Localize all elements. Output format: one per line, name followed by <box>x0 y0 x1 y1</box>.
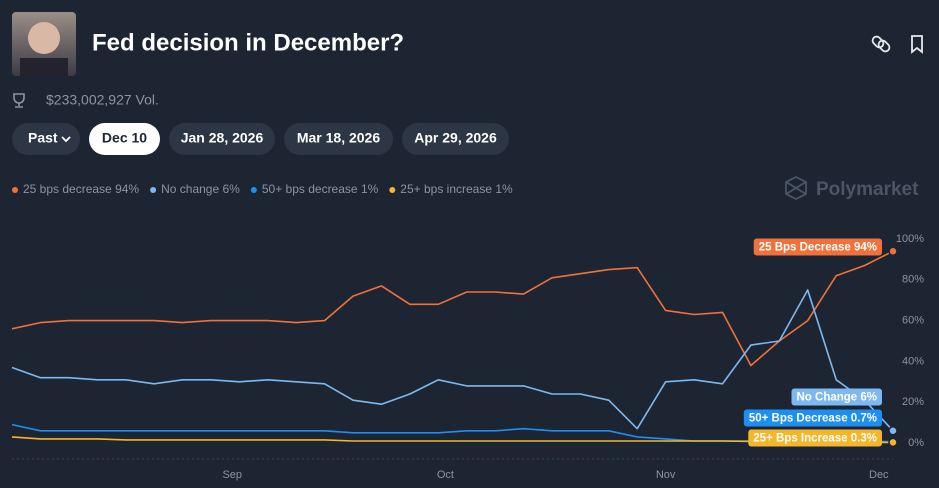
x-tick-label: Oct <box>437 469 454 481</box>
tab-label: Mar 18, 2026 <box>297 130 380 146</box>
tab-label: Dec 10 <box>102 130 147 146</box>
end-label-bg <box>791 388 882 406</box>
bookmark-icon[interactable] <box>911 35 923 54</box>
end-label-text: 25 Bps Decrease 94% <box>759 242 877 254</box>
tab[interactable] <box>12 123 80 155</box>
trophy-icon <box>13 93 25 108</box>
legend-label: No change 6% <box>161 182 240 196</box>
y-tick-label: 100% <box>896 233 924 245</box>
end-dot <box>888 426 898 436</box>
y-tick-label: 20% <box>902 396 924 408</box>
end-label-bg <box>753 238 882 256</box>
tab[interactable] <box>402 123 509 155</box>
end-label-text: 50+ Bps Decrease 0.7% <box>749 413 877 425</box>
y-tick-label: 0% <box>908 437 924 449</box>
volume: $233,002,927 Vol. <box>46 92 159 108</box>
legend-dot <box>250 187 257 193</box>
legend-value: 94% <box>115 182 139 196</box>
tab-label: Jan 28, 2026 <box>181 130 264 146</box>
x-tick-label: Nov <box>656 469 676 481</box>
tab[interactable] <box>169 123 275 155</box>
end-label: No Change 6% <box>791 388 882 406</box>
legend-label: 25+ bps increase 1% <box>400 182 513 196</box>
series-line <box>11 289 894 432</box>
brand-logo <box>785 175 807 201</box>
legend-value: 6% <box>223 182 241 196</box>
end-dot <box>888 437 898 448</box>
legend-label: 25 bps decrease 94% <box>23 182 139 196</box>
market-image-face <box>28 22 60 54</box>
legend-name: 25 bps decrease <box>23 182 112 196</box>
tab-active[interactable] <box>89 123 160 155</box>
series-line <box>11 250 894 367</box>
brand: Polymarket <box>816 179 919 200</box>
x-tick-label: Dec <box>869 469 889 481</box>
y-tick-label: 60% <box>902 315 924 327</box>
legend-name: 25+ bps increase <box>400 182 492 196</box>
legend-name: No change <box>161 182 219 196</box>
end-label: 25+ Bps Increase 0.3% <box>748 429 882 447</box>
end-label-bg <box>743 409 882 427</box>
legend-value: 1% <box>495 182 513 196</box>
title: Fed decision in December? <box>92 29 404 56</box>
tab[interactable] <box>284 123 393 155</box>
end-dot <box>888 246 898 256</box>
legend-dot <box>389 187 396 193</box>
end-label: 25 Bps Decrease 94% <box>753 238 882 256</box>
legend-dot <box>150 187 157 193</box>
chevron <box>61 136 71 143</box>
y-tick-label: 80% <box>902 274 924 286</box>
legend-dot <box>12 187 18 193</box>
market-image-suit <box>20 58 68 76</box>
link-icon[interactable] <box>871 35 891 53</box>
x-tick-label: Sep <box>222 469 242 481</box>
end-label-text: 25+ Bps Increase 0.3% <box>753 433 877 445</box>
tab-bar: Past Dec 10 Jan 28, 2026 Mar 18, 2026 Ap… <box>12 123 509 155</box>
legend-value: 1% <box>361 182 379 196</box>
tab-label: Past <box>28 130 58 146</box>
end-label: 50+ Bps Decrease 0.7% <box>743 409 882 427</box>
end-label-text: No Change 6% <box>796 392 877 404</box>
tab-label: Apr 29, 2026 <box>414 130 497 146</box>
legend-label: 50+ bps decrease 1% <box>262 182 379 196</box>
end-label-bg <box>748 429 882 447</box>
legend-name: 50+ bps decrease <box>262 182 358 196</box>
series-line <box>11 436 893 444</box>
y-tick-label: 40% <box>902 355 924 367</box>
